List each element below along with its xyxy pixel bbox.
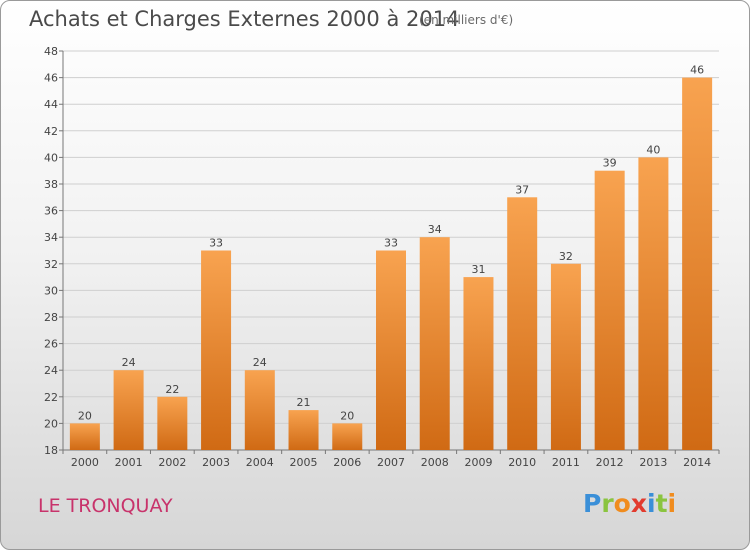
bar-2008 <box>419 237 450 450</box>
logo-letter: o <box>613 489 631 518</box>
data-label-2010: 37 <box>515 183 529 196</box>
bar-2014 <box>682 77 713 450</box>
data-label-2011: 32 <box>559 250 573 263</box>
logo-letter: x <box>630 489 647 518</box>
data-label-2001: 24 <box>122 356 136 369</box>
logo-letter: r <box>601 489 614 518</box>
bar-2006 <box>332 423 363 450</box>
y-tick-label: 30 <box>44 284 58 297</box>
x-tick-label-2000: 2000 <box>71 456 99 469</box>
chart-title: Achats et Charges Externes 2000 à 2014 <box>29 7 460 31</box>
x-tick-label-2009: 2009 <box>464 456 492 469</box>
y-tick-label: 26 <box>44 338 58 351</box>
data-label-2007: 33 <box>384 237 398 250</box>
x-tick-label-2005: 2005 <box>290 456 318 469</box>
bar-2004 <box>244 370 275 450</box>
logo-letter: i <box>667 489 677 518</box>
data-label-2009: 31 <box>471 263 485 276</box>
bar-2011 <box>550 263 581 450</box>
x-tick-label-2004: 2004 <box>246 456 274 469</box>
bar-2012 <box>594 170 625 450</box>
commune-name: LE TRONQUAY <box>38 495 173 517</box>
data-label-2000: 20 <box>78 409 92 422</box>
data-label-2005: 21 <box>297 396 311 409</box>
data-label-2002: 22 <box>165 383 179 396</box>
labels: 18 20 22 24 26 28 30 32 34 36 38 40 42 44 46 48 20 2000 24… <box>44 45 711 469</box>
proxiti-logo: Proxiti <box>583 489 676 518</box>
data-label-2003: 33 <box>209 237 223 250</box>
y-tick-label: 18 <box>44 444 58 457</box>
x-tick-label-2010: 2010 <box>508 456 536 469</box>
y-tick-label: 36 <box>44 205 58 218</box>
y-tick-label: 42 <box>44 125 58 138</box>
data-label-2014: 46 <box>690 64 704 77</box>
x-tick-label-2011: 2011 <box>552 456 580 469</box>
x-tick-label-2008: 2008 <box>421 456 449 469</box>
data-label-2012: 39 <box>603 157 617 170</box>
logo-letter: i <box>647 489 656 518</box>
logo-letter: t <box>655 489 668 518</box>
x-tick-label-2001: 2001 <box>115 456 143 469</box>
chart-subtitle: (en milliers d'€) <box>419 13 514 27</box>
x-tick-label-2013: 2013 <box>639 456 667 469</box>
data-label-2008: 34 <box>428 223 442 236</box>
y-tick-label: 22 <box>44 391 58 404</box>
y-tick-label: 24 <box>44 364 58 377</box>
x-tick-label-2014: 2014 <box>683 456 711 469</box>
bar-2007 <box>376 250 406 450</box>
bar-2013 <box>638 157 669 450</box>
bar-2000 <box>69 423 100 450</box>
x-tick-label-2002: 2002 <box>158 456 186 469</box>
data-label-2004: 24 <box>253 356 267 369</box>
data-label-2006: 20 <box>340 409 354 422</box>
bar-2002 <box>157 396 188 450</box>
y-tick-label: 34 <box>44 231 58 244</box>
y-tick-label: 40 <box>44 151 58 164</box>
bar-2001 <box>113 370 144 450</box>
y-tick-label: 20 <box>44 417 58 430</box>
y-tick-label: 48 <box>44 45 58 58</box>
y-tick-label: 38 <box>44 178 58 191</box>
x-tick-label-2012: 2012 <box>596 456 624 469</box>
y-tick-label: 46 <box>44 72 58 85</box>
logo-letter: P <box>583 489 602 518</box>
y-tick-label: 44 <box>44 98 58 111</box>
bar-2003 <box>201 250 232 450</box>
x-tick-label-2003: 2003 <box>202 456 230 469</box>
bar-2005 <box>288 410 319 450</box>
bars <box>69 77 713 450</box>
y-tick-label: 28 <box>44 311 58 324</box>
x-tick-label-2007: 2007 <box>377 456 405 469</box>
data-label-2013: 40 <box>646 143 660 156</box>
bar-2009 <box>463 277 494 450</box>
x-tick-label-2006: 2006 <box>333 456 361 469</box>
bar-2010 <box>507 197 538 450</box>
y-tick-label: 32 <box>44 258 58 271</box>
